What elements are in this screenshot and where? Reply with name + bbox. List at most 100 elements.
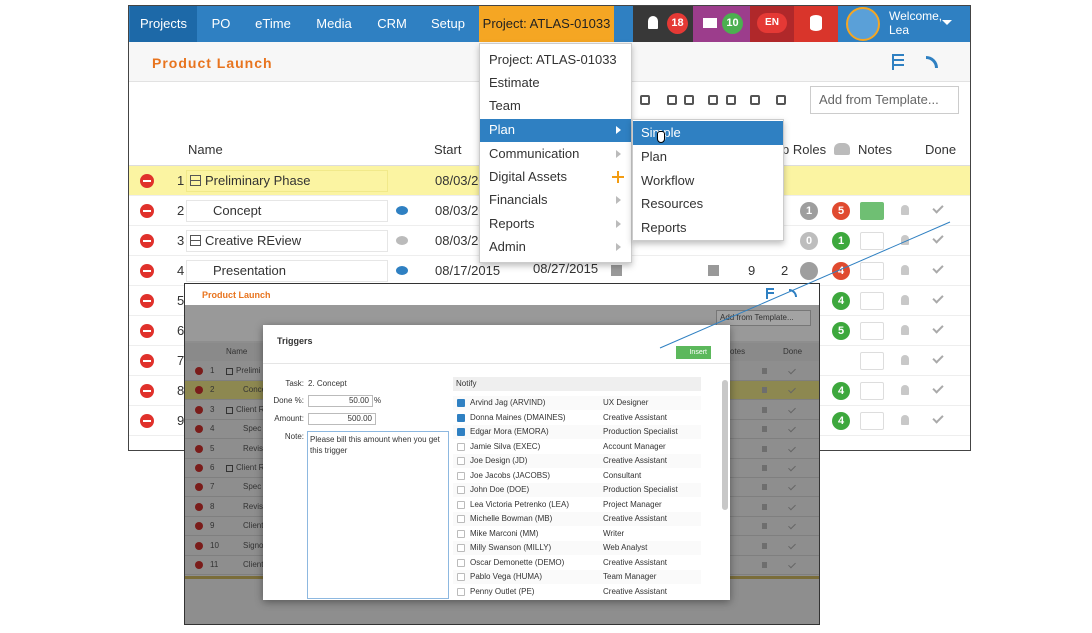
nav-item[interactable]: eTime [255,16,291,31]
nav-item[interactable]: Media [316,16,352,31]
notes-button[interactable] [860,322,884,340]
delete-button[interactable] [140,414,154,428]
menu-item[interactable]: Project: ATLAS-01033 [489,52,617,67]
menu-item[interactable]: Reports [489,216,535,231]
nav-item[interactable]: Setup [431,16,465,31]
project-button[interactable]: Project: ATLAS-01033 [479,6,614,42]
inset-task-name: Client R [236,463,265,472]
count-badge: 4 [832,382,850,400]
task-name[interactable]: Presentation [213,263,286,278]
person-role: Creative Assistant [603,412,668,422]
notify-checkbox[interactable] [457,515,465,523]
toolbar-button[interactable] [640,95,650,105]
toolbar-button[interactable] [708,95,718,105]
task-name[interactable]: Creative REview [205,233,302,248]
notify-checkbox[interactable] [457,544,465,552]
notes-button[interactable] [860,352,884,370]
collapse-toggle[interactable] [190,235,201,246]
notes-button[interactable] [860,412,884,430]
calendar-icon [611,265,622,276]
inset-gantt-icon [766,288,774,299]
inset-row-number: 6 [210,463,215,472]
menu-item[interactable]: Team [489,98,521,113]
comment-icon[interactable] [396,206,408,215]
notify-checkbox[interactable] [457,587,465,596]
toolbar-button[interactable] [684,95,694,105]
template-select[interactable]: Add from Template... [810,86,959,114]
rss-icon[interactable] [926,56,938,68]
nav-item[interactable]: CRM [377,16,407,31]
count-badge: 1 [832,232,850,250]
notes-button[interactable] [860,262,884,280]
menu-item[interactable]: Communication [489,146,580,161]
menu-item[interactable]: Admin [489,239,526,254]
inset-bell [762,465,767,471]
toolbar-button[interactable] [667,95,677,105]
notify-checkbox[interactable] [457,457,465,465]
comment-icon[interactable] [396,266,408,275]
notify-checkbox[interactable] [457,500,465,509]
task-name[interactable]: Concept [213,203,262,218]
delete-button[interactable] [140,354,154,368]
nav-item[interactable]: Projects [130,6,197,42]
bell-button[interactable] [901,265,909,275]
notify-checkbox[interactable] [457,558,465,567]
bell-button[interactable] [901,415,909,425]
inset-toggle [226,406,233,414]
amount-input[interactable]: 500.00 [308,413,376,425]
notify-checkbox[interactable] [457,442,465,451]
notes-button[interactable] [860,202,884,220]
notify-checkbox[interactable] [457,399,465,407]
bell-button[interactable] [901,295,909,305]
notes-button[interactable] [860,292,884,310]
collapse-toggle[interactable] [190,175,201,186]
task-name[interactable]: Preliminary Phase [205,173,311,188]
bell-button[interactable] [901,385,909,395]
people-icon [834,143,850,155]
notify-checkbox[interactable] [457,529,465,538]
notes-button[interactable] [860,232,884,250]
delete-button[interactable] [140,234,154,248]
notes-button[interactable] [860,382,884,400]
notify-checkbox[interactable] [457,573,465,581]
toolbar-button[interactable] [750,95,760,105]
menu-item[interactable]: Digital Assets [489,169,568,184]
delete-button[interactable] [140,324,154,338]
submenu-item[interactable]: Plan [641,149,668,164]
notify-checkbox[interactable] [457,486,465,494]
nav-item[interactable]: PO [211,16,231,31]
delete-button[interactable] [140,204,154,218]
menu-item[interactable]: Estimate [489,75,540,90]
done-input[interactable]: 50.00 [308,395,373,407]
bell-button[interactable] [901,325,909,335]
delete-button[interactable] [140,384,154,398]
menu-item[interactable]: Financials [489,192,548,207]
role-badge [800,262,818,280]
gantt-icon[interactable] [892,54,904,70]
inset-toggle [226,368,233,375]
toolbar-button[interactable] [726,95,736,105]
bell-button[interactable] [901,205,909,215]
toolbar-button[interactable] [776,95,786,105]
row-number: 2 [177,203,185,218]
inset-bell [762,406,767,413]
note-textarea[interactable]: Please bill this amount when you get thi… [307,431,449,599]
menu-item[interactable]: Plan [489,122,516,137]
delete-button[interactable] [140,294,154,308]
delete-button[interactable] [140,174,154,188]
bell-button[interactable] [901,235,909,245]
submenu-item[interactable]: Workflow [641,173,695,188]
notify-checkbox[interactable] [457,413,465,422]
delete-button[interactable] [140,264,154,278]
notify-checkbox[interactable] [457,471,465,480]
submenu-item[interactable]: Resources [641,196,704,211]
bell-button[interactable] [901,355,909,365]
calendar-icon [708,265,719,276]
notify-checkbox[interactable] [457,428,465,436]
insert-button[interactable]: Insert [676,346,711,359]
comment-icon[interactable] [396,236,408,245]
field-label: Done %: [273,396,304,405]
row-number: 1 [177,173,185,188]
submenu-item[interactable]: Reports [641,220,687,235]
